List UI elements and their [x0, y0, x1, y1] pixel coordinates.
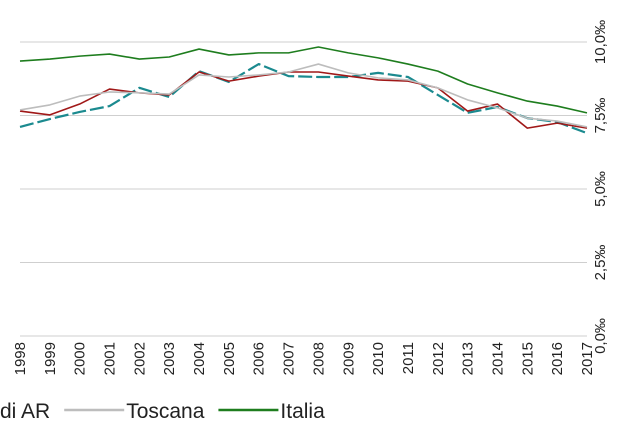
x-tick-label: 2014 [489, 342, 506, 375]
x-tick-label: 2016 [549, 342, 566, 375]
x-tick-label: 2006 [251, 342, 268, 375]
series-line [19, 63, 588, 128]
legend-label: Toscana [126, 400, 205, 423]
x-tick-label: 2009 [340, 342, 357, 375]
y-tick-label: 10,0‰ [592, 20, 609, 64]
x-tick-label: 1998 [12, 342, 29, 375]
series-line [19, 46, 588, 114]
x-tick-label: 2013 [460, 342, 477, 375]
x-tick-label: 2017 [579, 342, 596, 375]
x-tick-label: 1999 [42, 342, 59, 375]
x-tick-label: 2001 [102, 342, 119, 375]
y-tick-label: 5,0‰ [592, 171, 609, 207]
x-tick-label: 2015 [519, 342, 536, 375]
x-tick-label: 2012 [430, 342, 447, 375]
x-tick-label: 2002 [131, 342, 148, 375]
x-tick-label: 2010 [370, 342, 387, 375]
y-tick-label: 0,0‰ [592, 318, 609, 354]
x-tick-label: 2000 [72, 342, 89, 375]
x-tick-label: 2003 [161, 342, 178, 375]
x-tick-label: 2005 [221, 342, 238, 375]
y-tick-label: 2,5‰ [592, 245, 609, 281]
x-tick-label: 2007 [281, 342, 298, 375]
series-line [19, 62, 588, 135]
series-line [19, 71, 588, 129]
x-tick-label: 2004 [191, 342, 208, 375]
legend-label: Italia [280, 400, 325, 423]
x-tick-label: 2008 [310, 342, 327, 375]
y-tick-label: 7,5‰ [592, 98, 609, 134]
legend-label: di AR [0, 400, 50, 423]
x-tick-label: 2011 [400, 342, 417, 374]
